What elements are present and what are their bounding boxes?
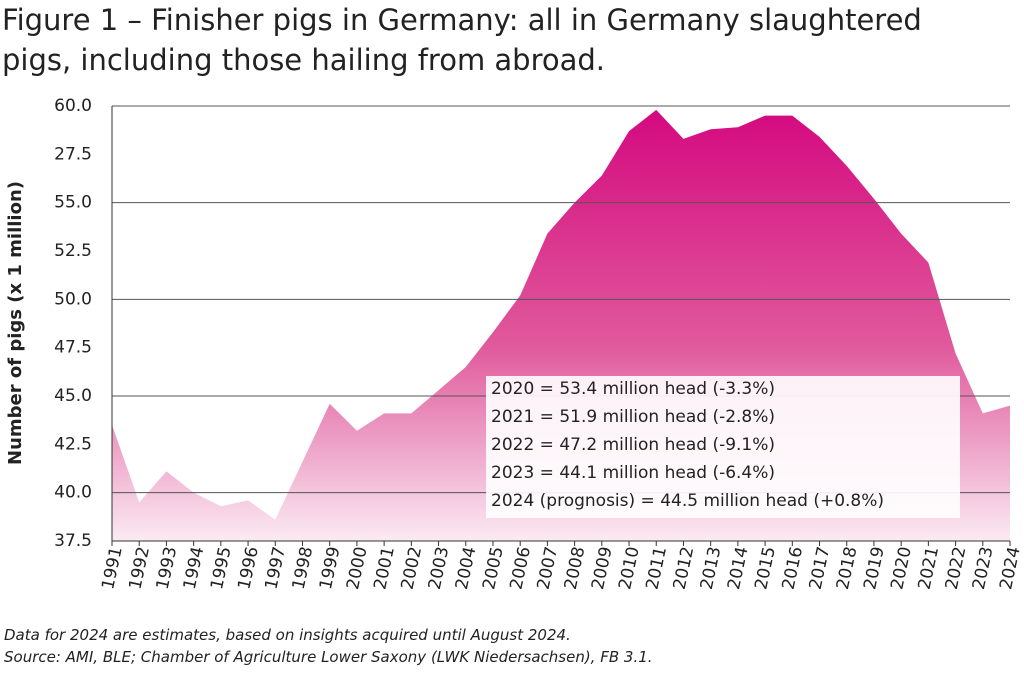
footnote: Data for 2024 are estimates, based on in… [4, 626, 571, 644]
x-tick-label: 1993 [153, 545, 182, 591]
y-tick-label: 27.5 [54, 144, 92, 164]
x-tick-label: 1999 [316, 545, 345, 591]
annotation: 2021 = 51.9 million head (-2.8%) [491, 407, 775, 427]
annotation: 2024 (prognosis) = 44.5 million head (+0… [491, 491, 884, 511]
x-tick-label: 2021 [915, 545, 944, 591]
x-tick-label: 2024 [996, 545, 1024, 591]
x-tick-label: 2009 [588, 545, 617, 591]
x-tick-label: 2017 [806, 545, 835, 591]
x-tick-label: 2020 [887, 545, 916, 591]
x-tick-label: 2019 [860, 545, 889, 591]
x-tick-label: 1994 [180, 545, 209, 591]
y-tick-label: 40.0 [54, 483, 92, 503]
annotation: 2023 = 44.1 million head (-6.4%) [491, 463, 775, 483]
x-tick-label: 2018 [833, 545, 862, 591]
y-tick-label: 52.5 [54, 241, 92, 261]
chart-title: Figure 1 – Finisher pigs in Germany: all… [2, 3, 922, 37]
x-tick-label: 2008 [561, 545, 590, 591]
x-tick-label: 1995 [207, 545, 236, 591]
y-tick-label: 47.5 [54, 338, 92, 358]
x-tick-label: 2000 [343, 545, 372, 591]
x-tick-label: 2023 [969, 545, 998, 591]
x-tick-label: 2022 [942, 545, 971, 591]
x-tick-label: 2005 [479, 545, 508, 591]
x-tick-label: 2006 [506, 545, 535, 591]
x-tick-label: 1992 [125, 545, 154, 591]
x-tick-label: 2012 [670, 545, 699, 591]
y-tick-label: 55.0 [54, 193, 92, 213]
y-tick-label: 42.5 [54, 434, 92, 454]
annotation-box [486, 376, 960, 518]
x-tick-label: 2004 [452, 545, 481, 591]
chart-title: pigs, including those hailing from abroa… [2, 43, 605, 77]
x-tick-label: 1991 [98, 545, 127, 591]
y-tick-label: 50.0 [54, 289, 92, 309]
x-tick-label: 2011 [642, 545, 671, 591]
x-tick-label: 2016 [779, 545, 808, 591]
y-tick-label: 45.0 [54, 386, 92, 406]
x-tick-label: 1997 [261, 545, 290, 591]
x-tick-label: 1996 [234, 545, 263, 591]
annotation: 2020 = 53.4 million head (-3.3%) [491, 379, 775, 399]
x-tick-label: 2007 [534, 545, 563, 591]
x-tick-label: 2003 [425, 545, 454, 591]
annotation: 2022 = 47.2 million head (-9.1%) [491, 435, 775, 455]
y-tick-label: 60.0 [54, 96, 92, 116]
x-tick-label: 2002 [398, 545, 427, 591]
x-tick-label: 2013 [697, 545, 726, 591]
y-tick-label: 37.5 [54, 531, 92, 551]
x-tick-label: 2010 [615, 545, 644, 591]
x-tick-label: 2001 [370, 545, 399, 591]
x-tick-label: 2015 [751, 545, 780, 591]
footnote: Source: AMI, BLE; Chamber of Agriculture… [4, 648, 653, 666]
x-tick-label: 2014 [724, 545, 753, 591]
y-axis-label: Number of pigs (x 1 million) [5, 181, 26, 465]
x-tick-label: 1998 [289, 545, 318, 591]
